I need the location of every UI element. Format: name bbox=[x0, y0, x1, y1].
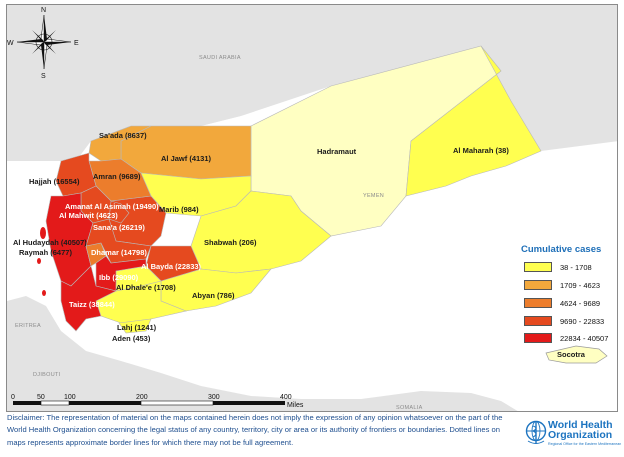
legend-label: 38 - 1708 bbox=[560, 262, 592, 272]
country-label-eritrea: ERITREA bbox=[15, 323, 41, 329]
legend-label: 22834 - 40507 bbox=[560, 333, 609, 343]
legend-swatch bbox=[524, 316, 552, 326]
label-al-hudaydah: Al Hudaydah (40507) bbox=[13, 238, 87, 247]
legend-item: 22834 - 40507 bbox=[524, 332, 608, 344]
region-socotra bbox=[545, 345, 608, 364]
label-amran: Amran (9689) bbox=[93, 172, 141, 181]
label-ibb: Ibb (29090) bbox=[99, 273, 139, 282]
compass-west-label: W bbox=[7, 40, 14, 47]
country-label-saudi-arabia: SAUDI ARABIA bbox=[199, 55, 241, 61]
legend-item: 4624 - 9689 bbox=[524, 297, 600, 309]
region-al-bayda bbox=[145, 245, 202, 282]
label-aden: Aden (453) bbox=[112, 334, 151, 343]
legend-label: 4624 - 9689 bbox=[560, 298, 601, 308]
legend-item: 9690 - 22833 bbox=[524, 315, 604, 327]
label-dhamar: Dhamar (14798) bbox=[91, 248, 147, 257]
scale-tick-50: 50 bbox=[37, 394, 45, 401]
scale-tick-400: 400 bbox=[280, 394, 292, 401]
legend-title: Cumulative cases bbox=[521, 244, 602, 255]
label-lahj: Lahj (1241) bbox=[117, 323, 157, 332]
who-regional-office: Regional Office for the Eastern Mediterr… bbox=[548, 442, 622, 446]
label-al-maharah: Al Maharah (38) bbox=[453, 146, 509, 155]
who-name: World Health Organization bbox=[548, 419, 613, 441]
region-aden bbox=[118, 318, 152, 334]
label-hadramaut: Hadramaut bbox=[317, 147, 357, 156]
label-al-jawf: Al Jawf (4131) bbox=[161, 154, 212, 163]
africa-land bbox=[7, 296, 518, 411]
compass-north-label: N bbox=[41, 7, 46, 14]
legend-label: 1709 - 4623 bbox=[560, 280, 601, 290]
who-name-line1: World Health bbox=[548, 419, 613, 431]
map-legend: Cumulative cases 38 - 1708 1709 - 4623 4… bbox=[514, 240, 617, 344]
label-al-dhalee: Al Dhale'e (1708) bbox=[116, 283, 176, 292]
region-al-maharah bbox=[405, 45, 542, 197]
legend-swatch bbox=[524, 333, 552, 343]
label-al-mahwit: Al Mahwit (4623) bbox=[59, 211, 118, 220]
region-taizz bbox=[60, 265, 117, 332]
who-emblem-icon bbox=[525, 420, 547, 444]
island-hanish bbox=[42, 290, 46, 296]
label-al-bayda: Al Bayda (22833) bbox=[141, 262, 202, 271]
label-marib: Marib (984) bbox=[159, 205, 199, 214]
island-kamaran bbox=[40, 227, 46, 239]
compass-south-label: S bbox=[41, 73, 46, 80]
island-zuqar bbox=[37, 258, 41, 264]
scale-bar: 0 50 100 200 300 400 Miles bbox=[11, 394, 304, 409]
country-label-somalia: SOMALIA bbox=[396, 405, 423, 411]
legend-item: 38 - 1708 bbox=[524, 261, 592, 273]
country-label-yemen: YEMEN bbox=[363, 193, 384, 199]
label-sanaa: Sana'a (26219) bbox=[93, 223, 145, 232]
label-shabwah: Shabwah (206) bbox=[204, 238, 257, 247]
who-name-line2: Organization bbox=[548, 429, 613, 441]
disclaimer-text: Disclaimer: The representation of materi… bbox=[7, 413, 503, 447]
compass-east-label: E bbox=[74, 40, 79, 47]
governorate-shapes bbox=[37, 45, 608, 364]
legend-swatch bbox=[524, 262, 552, 272]
yemen-map: SAUDI ARABIA YEMEN ERITREA DJIBOUTI SOMA… bbox=[7, 5, 617, 411]
scale-tick-0: 0 bbox=[11, 394, 15, 401]
label-hajjah: Hajjah (16554) bbox=[29, 177, 80, 186]
label-saada: Sa'ada (8637) bbox=[99, 131, 147, 140]
map-frame: SAUDI ARABIA YEMEN ERITREA DJIBOUTI SOMA… bbox=[6, 4, 618, 412]
label-socotra: Socotra bbox=[557, 350, 586, 359]
country-label-djibouti: DJIBOUTI bbox=[33, 372, 61, 378]
label-taizz: Taizz (38844) bbox=[69, 300, 115, 309]
who-logo: World Health Organization Regional Offic… bbox=[525, 415, 622, 455]
governorate-labels: Sa'ada (8637) Al Jawf (4131) Hadramaut A… bbox=[13, 131, 586, 359]
legend-item: 1709 - 4623 bbox=[524, 279, 600, 291]
label-raymah: Raymah (6477) bbox=[19, 248, 72, 257]
label-abyan: Abyan (786) bbox=[192, 291, 235, 300]
label-amanat-al-asimah: Amanat Al Asimah (19490) bbox=[65, 202, 159, 211]
legend-swatch bbox=[524, 280, 552, 290]
arabian-peninsula-land bbox=[7, 5, 617, 161]
scale-tick-300: 300 bbox=[208, 394, 220, 401]
scale-unit: Miles bbox=[287, 402, 304, 409]
legend-swatch bbox=[524, 298, 552, 308]
compass-rose-icon: N S E W bbox=[7, 7, 79, 80]
scale-tick-100: 100 bbox=[64, 394, 76, 401]
legend-label: 9690 - 22833 bbox=[560, 316, 605, 326]
scale-tick-200: 200 bbox=[136, 394, 148, 401]
region-saada bbox=[88, 125, 152, 162]
